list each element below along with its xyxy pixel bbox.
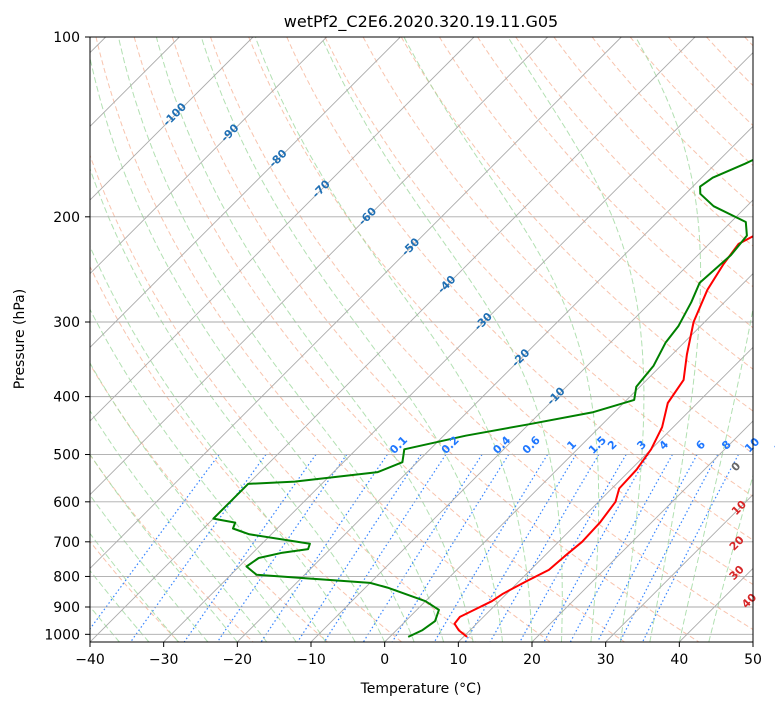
isotherm-line xyxy=(531,420,753,642)
moist-adiabat-line xyxy=(320,37,563,642)
dry-adiabat-line xyxy=(553,37,753,247)
isotherm-line xyxy=(90,37,475,422)
moist-adiabat-line xyxy=(90,453,238,642)
mixing-ratio-line xyxy=(489,454,600,642)
moist-adiabat-line xyxy=(635,37,702,642)
moist-adiabat-line xyxy=(90,532,179,642)
x-tick-label: 40 xyxy=(670,652,688,668)
moist-adiabat-line xyxy=(155,37,474,642)
y-tick-label: 400 xyxy=(53,390,80,406)
dry-adiabat-line xyxy=(90,265,403,642)
mixing-ratio-line xyxy=(296,454,422,642)
mixing-ratio-line xyxy=(260,454,388,642)
x-tick-label: −10 xyxy=(296,652,326,668)
moist-adiabat-line xyxy=(403,37,600,642)
moist-adiabat-line xyxy=(90,569,150,642)
axis-ticks: −40 −30 −20 −10 0 10 20 30 40 50 100 200 300 400 500 60… xyxy=(44,30,762,668)
dry-adiabat-line xyxy=(133,37,625,642)
moist-adiabat-line xyxy=(90,245,356,642)
plot-area xyxy=(90,37,753,642)
isotherm-line xyxy=(237,125,753,642)
dry-adiabat-line xyxy=(95,37,551,642)
y-tick-label: 800 xyxy=(53,569,80,585)
dry-adiabat-line xyxy=(629,37,753,167)
x-tick-label: 50 xyxy=(744,652,762,668)
x-tick-label: 30 xyxy=(597,652,615,668)
y-tick-label: 900 xyxy=(53,600,80,616)
isotherm-line xyxy=(90,37,401,348)
y-tick-label: 700 xyxy=(53,535,80,551)
dewpoint-profile-line xyxy=(212,158,753,638)
y-tick-label: 100 xyxy=(53,30,80,46)
mixing-ratio-line xyxy=(519,454,627,642)
mixing-ratio-line xyxy=(596,454,698,642)
isotherm-line xyxy=(90,37,696,642)
isotherm-line xyxy=(90,37,254,201)
dry-adiabat-line xyxy=(400,37,753,412)
x-tick-label: 0 xyxy=(380,652,389,668)
moist-adiabat-line xyxy=(708,473,753,642)
mixing-ratio-line xyxy=(433,454,549,642)
isotherm-line xyxy=(310,199,753,642)
moist-adiabat-line xyxy=(200,37,503,642)
x-tick-label: −30 xyxy=(149,652,179,668)
mixing-ratio-line xyxy=(619,454,719,642)
dry-adiabat-line xyxy=(210,37,753,631)
isotherm-line xyxy=(752,641,753,642)
profile-lines xyxy=(212,158,753,638)
moist-adiabat-line xyxy=(90,494,209,642)
dry-adiabat-line xyxy=(515,37,753,288)
plot-frame xyxy=(89,36,754,643)
temperature-profile-line xyxy=(453,235,753,638)
isotherm-line xyxy=(90,37,622,569)
moist-adiabat-line xyxy=(507,37,645,642)
dry-adiabat-line xyxy=(90,153,477,642)
isotherm-line xyxy=(605,494,753,642)
moist-adiabat-line xyxy=(90,308,327,642)
x-tick-label: −40 xyxy=(75,652,105,668)
mixing-ratio-line xyxy=(90,454,220,630)
x-axis-label: Temperature (°C) xyxy=(360,681,482,697)
y-tick-label: 500 xyxy=(53,448,80,464)
mixing-ratio-line xyxy=(642,454,739,642)
moist-adiabat-line xyxy=(118,37,445,642)
grid-lines xyxy=(90,37,753,642)
y-tick-label: 200 xyxy=(53,210,80,226)
chart-title: wetPf2_C2E6.2020.320.19.11.G05 xyxy=(284,12,558,32)
dry-adiabat-line xyxy=(286,37,753,541)
mixing-ratio-line xyxy=(183,454,317,642)
mixing-ratio-label: 13 xyxy=(772,435,775,455)
y-tick-label: 600 xyxy=(53,495,80,511)
dry-adiabat-line xyxy=(90,363,328,642)
isotherm-line xyxy=(384,273,753,642)
y-tick-label: 1000 xyxy=(44,627,80,643)
isotherm-line xyxy=(458,346,753,642)
moist-adiabat-line xyxy=(90,167,386,642)
background-lines xyxy=(90,37,753,642)
isotherm-line xyxy=(90,37,548,496)
mixing-ratio-line xyxy=(464,454,577,642)
moist-adiabat-line xyxy=(90,409,268,642)
y-tick-label: 300 xyxy=(53,315,80,331)
y-axis-label: Pressure (hPa) xyxy=(12,289,28,389)
isotherm-line xyxy=(90,37,327,275)
moist-adiabat-line xyxy=(90,362,297,642)
dry-adiabat-line xyxy=(324,37,753,498)
dry-adiabat-line xyxy=(171,37,700,642)
mixing-ratio-line xyxy=(543,454,649,642)
x-tick-label: 20 xyxy=(523,652,541,668)
dry-adiabat-line xyxy=(248,37,753,586)
dry-adiabat-line xyxy=(438,37,753,370)
x-tick-label: 10 xyxy=(449,652,467,668)
x-tick-label: −20 xyxy=(223,652,253,668)
mixing-ratio-line xyxy=(569,454,673,642)
isotherm-line xyxy=(163,52,753,642)
